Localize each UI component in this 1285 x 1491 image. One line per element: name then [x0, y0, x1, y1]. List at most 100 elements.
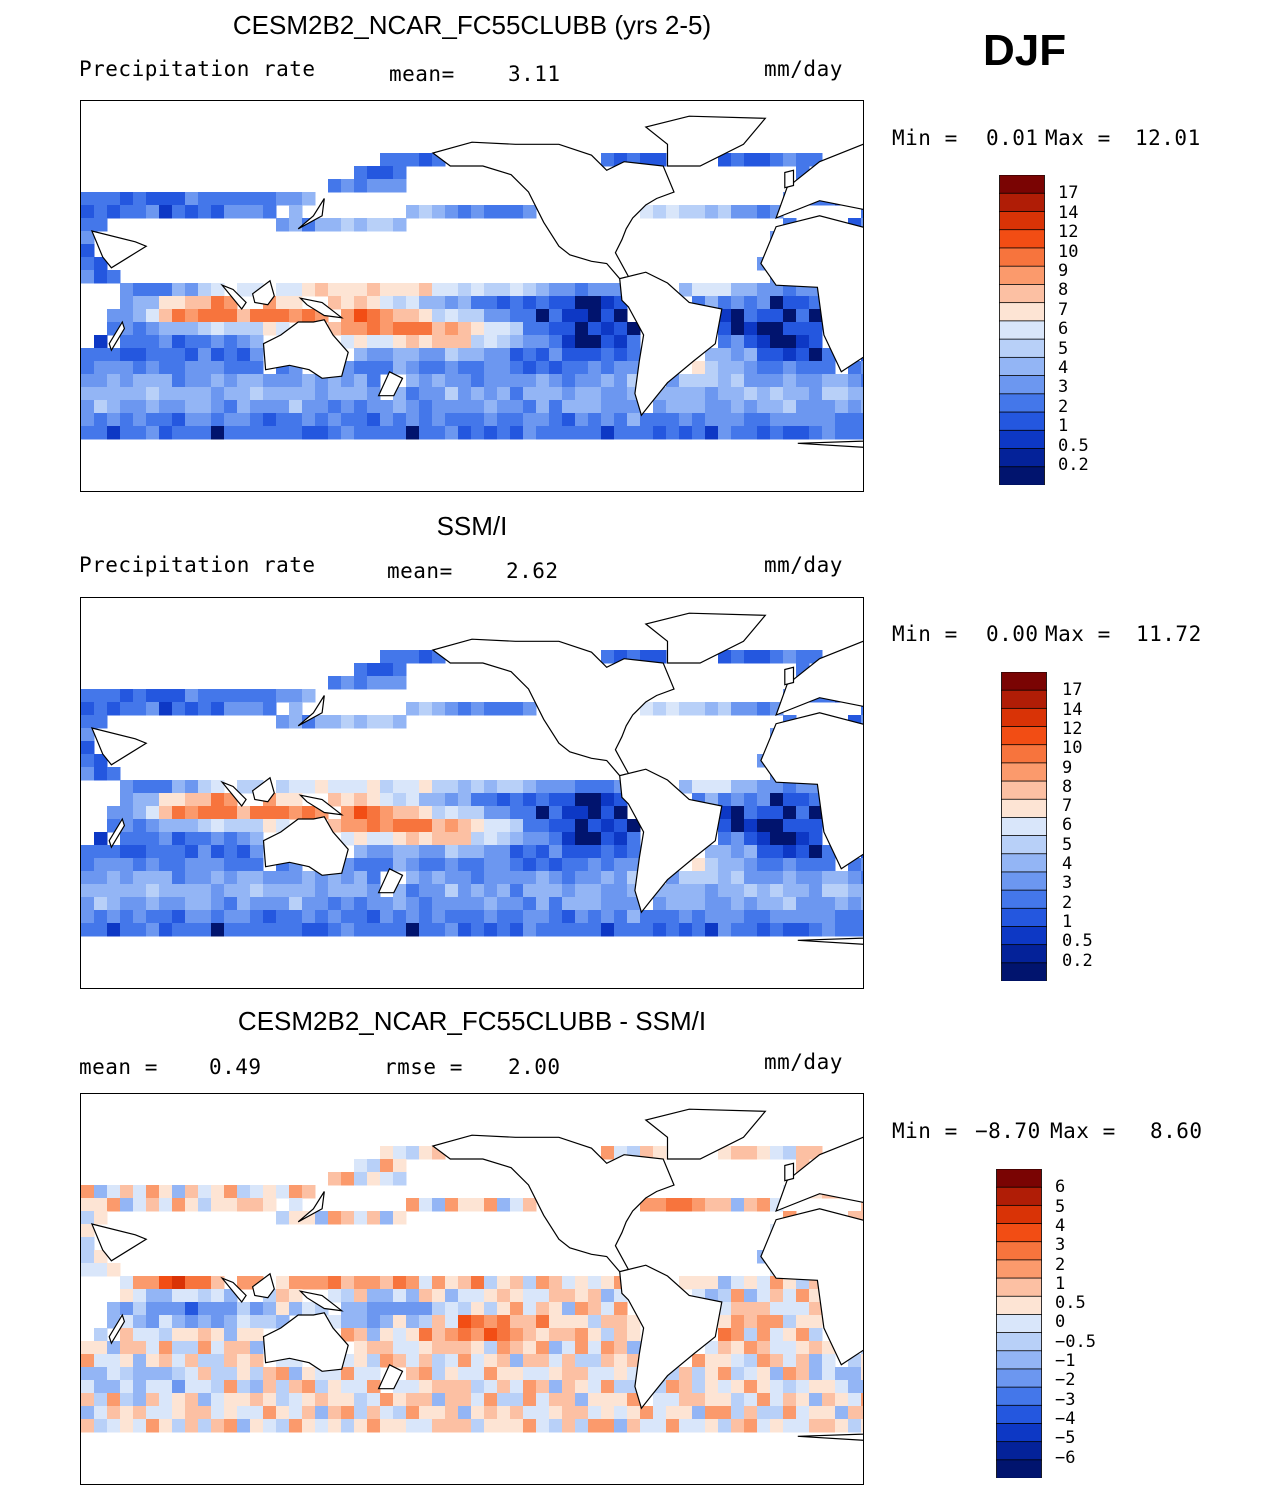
field-cell — [705, 845, 719, 859]
field-cell — [510, 1419, 524, 1433]
field-cell — [94, 192, 108, 206]
field-cell — [276, 1367, 290, 1381]
field-cell — [354, 884, 368, 898]
field-cell — [744, 1380, 758, 1394]
field-cell — [432, 1328, 446, 1342]
field-cell — [536, 387, 550, 401]
field-cell — [367, 832, 381, 846]
field-cell — [666, 910, 680, 924]
field-cell — [315, 910, 329, 924]
field-cell — [536, 1289, 550, 1303]
field-cell — [549, 387, 563, 401]
field-cell — [718, 871, 732, 885]
field-cell — [484, 806, 498, 820]
field-cell — [666, 1406, 680, 1420]
field-cell — [627, 1393, 641, 1407]
coastline — [297, 198, 325, 230]
field-cell — [146, 819, 160, 833]
field-cell — [757, 1367, 771, 1381]
field-cell — [770, 335, 784, 349]
field-cell — [744, 283, 758, 297]
field-cell — [562, 1406, 576, 1420]
field-cell — [94, 1341, 108, 1355]
field-cell — [120, 702, 134, 716]
field-cell — [471, 871, 485, 885]
field-cell — [107, 910, 121, 924]
field-cell — [575, 806, 589, 820]
field-cell — [211, 205, 225, 219]
field-cell — [393, 1289, 407, 1303]
field-cell — [133, 1185, 147, 1199]
field-cell — [367, 374, 381, 388]
field-cell — [458, 309, 472, 323]
field-cell — [588, 845, 602, 859]
field-cell — [458, 702, 472, 716]
field-cell — [289, 1185, 303, 1199]
field-cell — [354, 335, 368, 349]
field-cell — [185, 1328, 199, 1342]
field-cell — [718, 1328, 732, 1342]
field-cell — [718, 413, 732, 427]
field-cell — [705, 702, 719, 716]
field-cell — [861, 1211, 863, 1225]
field-cell — [380, 806, 394, 820]
coastline — [619, 768, 723, 914]
field-cell — [133, 884, 147, 898]
field-cell — [120, 1367, 134, 1381]
field-cell — [380, 361, 394, 375]
field-cell — [107, 400, 121, 414]
field-cell — [510, 793, 524, 807]
field-cell — [666, 1419, 680, 1433]
field-cell — [796, 361, 810, 375]
field-cell — [341, 1211, 355, 1225]
field-cell — [315, 1393, 329, 1407]
field-cell — [523, 897, 537, 911]
field-cell — [172, 309, 186, 323]
field-cell — [471, 780, 485, 794]
panel-3-max-value: 8.60 — [1150, 1119, 1203, 1143]
field-cell — [523, 348, 537, 362]
field-cell — [770, 793, 784, 807]
field-cell — [94, 1198, 108, 1212]
field-cell — [718, 650, 732, 664]
field-cell — [263, 1406, 277, 1420]
field-cell — [185, 1276, 199, 1290]
field-cell — [601, 335, 615, 349]
field-cell — [146, 192, 160, 206]
field-cell — [731, 845, 745, 859]
field-cell — [354, 923, 368, 937]
field-cell — [172, 205, 186, 219]
field-cell — [692, 871, 706, 885]
field-cell — [770, 1419, 784, 1433]
field-cell — [250, 871, 264, 885]
colorbar-tick-label: −4 — [1055, 1408, 1076, 1429]
field-cell — [770, 832, 784, 846]
field-cell — [289, 689, 303, 703]
field-cell — [380, 897, 394, 911]
field-cell — [328, 897, 342, 911]
field-cell — [822, 1393, 836, 1407]
field-cell — [367, 1406, 381, 1420]
field-cell — [315, 283, 329, 297]
field-cell — [562, 1341, 576, 1355]
field-cell — [549, 1328, 563, 1342]
field-cell — [432, 1289, 446, 1303]
field-cell — [354, 1276, 368, 1290]
field-cell — [146, 283, 160, 297]
field-cell — [679, 1406, 693, 1420]
field-cell — [510, 1315, 524, 1329]
field-cell — [432, 309, 446, 323]
field-cell — [302, 806, 316, 820]
field-cell — [94, 1250, 108, 1264]
field-cell — [861, 1367, 863, 1381]
field-cell — [445, 871, 459, 885]
field-cell — [471, 1315, 485, 1329]
field-cell — [120, 923, 134, 937]
field-cell — [757, 1146, 771, 1160]
field-cell — [458, 884, 472, 898]
field-cell — [185, 1341, 199, 1355]
field-cell — [328, 910, 342, 924]
field-cell — [510, 858, 524, 872]
coastline — [262, 319, 349, 379]
field-cell — [796, 1380, 810, 1394]
